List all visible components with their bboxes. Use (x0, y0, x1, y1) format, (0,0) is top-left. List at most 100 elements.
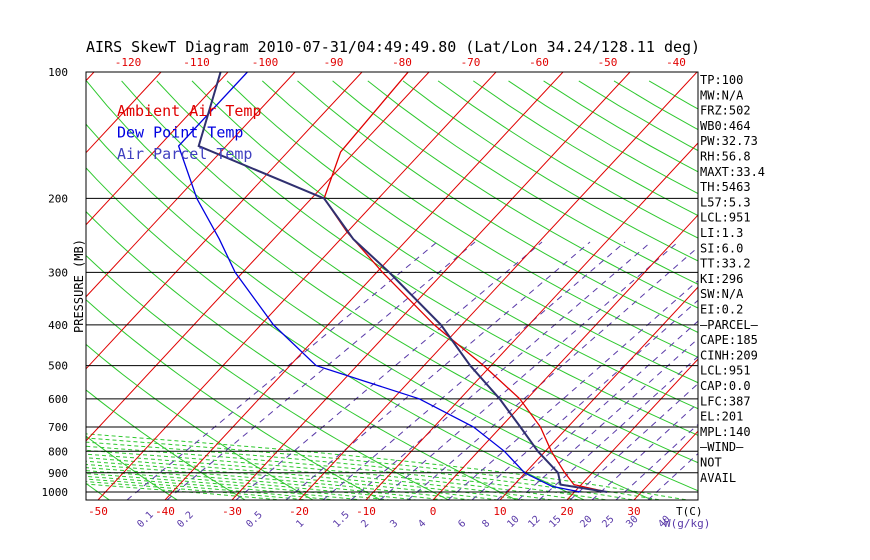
mixing-ratio-tick: 3 (388, 518, 400, 530)
stat-item: LCL:951 (700, 364, 751, 378)
mixing-ratio-tick: 0.1 (135, 510, 156, 531)
series-ambient-air-temp (323, 72, 608, 493)
dry-adiabat (121, 80, 698, 464)
mixing-ratio-lines (126, 241, 698, 500)
legend-entry: Air Parcel Temp (117, 145, 252, 163)
series-dew-point-temp (177, 72, 581, 493)
pressure-tick: 200 (48, 192, 68, 205)
dry-adiabat (367, 80, 698, 285)
top-temp-tick: -50 (598, 56, 618, 69)
stat-item: EI:0.2 (700, 303, 743, 317)
moist-adiabats (86, 433, 691, 500)
moist-adiabat (86, 460, 502, 500)
bottom-temp-tick: -30 (222, 505, 242, 518)
mixing-ratio-tick: 4 (416, 518, 428, 530)
top-temp-tick: -80 (392, 56, 412, 69)
dry-adiabat (648, 80, 698, 110)
stat-item: FRZ:502 (700, 104, 751, 118)
x-axis-label: T(C) (676, 505, 703, 518)
bottom-temp-tick: 20 (560, 505, 573, 518)
series-air-parcel-temp (197, 72, 608, 493)
mixing-ratio-tick: 20 (578, 514, 594, 530)
mixing-ratio-line (379, 241, 679, 500)
isotherm (298, 72, 698, 500)
stat-item: TH:5463 (700, 180, 751, 194)
stat-item: MPL:140 (700, 425, 751, 439)
mixing-ratio-tick: 0.2 (175, 510, 196, 531)
mixing-ratio-tick: 25 (600, 514, 616, 530)
stat-item: LFC:387 (700, 394, 751, 408)
moist-adiabat (86, 449, 583, 500)
stat-item: EL:201 (700, 410, 743, 424)
plot-area (86, 72, 698, 500)
top-temp-tick: -110 (183, 56, 210, 69)
legend-entry: Dew Point Temp (117, 124, 243, 142)
bottom-temp-tick: 10 (493, 505, 506, 518)
mixing-ratio-line (538, 355, 698, 500)
stat-item: LCL:951 (700, 211, 751, 225)
stat-item: AVAIL (700, 471, 736, 485)
bottom-temp-tick: -10 (356, 505, 376, 518)
dry-adiabat (297, 80, 698, 334)
pressure-tick: 300 (48, 266, 68, 279)
isotherm (86, 72, 229, 226)
pressure-tick: 1000 (42, 486, 69, 499)
stat-item: SI:6.0 (700, 241, 743, 255)
dry-adiabat (191, 80, 698, 410)
dry-adiabat (332, 80, 698, 309)
top-temp-tick: -120 (115, 56, 142, 69)
isotherm (499, 286, 698, 500)
stat-item: MAXT:33.4 (700, 165, 765, 179)
stat-item: L57:5.3 (700, 195, 751, 209)
top-temp-tick: -70 (461, 56, 481, 69)
stat-item: WB0:464 (700, 119, 751, 133)
stat-item: TP:100 (700, 73, 743, 87)
mixing-ratio-tick: 8 (480, 518, 492, 530)
mixing-ratio-line (407, 246, 698, 500)
dry-adiabat (86, 123, 654, 500)
moist-adiabat (86, 433, 691, 500)
top-temp-tick: -40 (666, 56, 686, 69)
top-temp-tick: -60 (529, 56, 549, 69)
legend: Ambient Air Temp Dew Point Temp Air Parcel… (117, 102, 262, 163)
pressure-tick: 700 (48, 421, 68, 434)
plot-frame (85, 71, 699, 501)
dry-adiabat (86, 210, 518, 500)
moist-adiabat (86, 453, 556, 500)
mixing-ratio-tick: 1.5 (331, 510, 352, 531)
profile-series (177, 72, 608, 493)
bottom-temp-tick: -40 (155, 505, 175, 518)
stat-item: SW:N/A (700, 287, 744, 301)
mixing-ratio-line (285, 241, 591, 500)
pressure-gridlines (86, 197, 698, 493)
isotherm (86, 72, 430, 442)
bottom-temp-tick: 0 (430, 505, 437, 518)
pressure-tick: 900 (48, 467, 68, 480)
pressure-tick: 600 (48, 393, 68, 406)
stat-item: LI:1.3 (700, 226, 743, 240)
stat-item: TT:33.2 (700, 257, 751, 271)
dry-adiabat (86, 167, 586, 500)
dry-adiabat (437, 80, 698, 239)
mixing-ratio-tick: 10 (505, 514, 521, 530)
legend-entry: Ambient Air Temp (117, 102, 262, 120)
mixing-ratio-tick: 6 (456, 518, 468, 530)
pressure-tick: 100 (48, 66, 68, 79)
dry-adiabats (86, 80, 698, 500)
pressure-tick: 400 (48, 319, 68, 332)
moist-adiabat (86, 437, 664, 500)
dry-adiabat (86, 389, 247, 500)
pressure-tick: 800 (48, 445, 68, 458)
top-temp-tick: -90 (324, 56, 344, 69)
dry-adiabat (402, 80, 698, 262)
stat-item: CAP:0.0 (700, 379, 751, 393)
isotherm (432, 214, 698, 500)
stat-item: CAPE:185 (700, 333, 758, 347)
pressure-tick: 500 (48, 360, 68, 373)
isotherm (86, 72, 296, 298)
moist-adiabat (86, 467, 449, 500)
mixing-ratio-unit: W(g/kg) (664, 517, 710, 530)
isotherm (566, 358, 698, 500)
